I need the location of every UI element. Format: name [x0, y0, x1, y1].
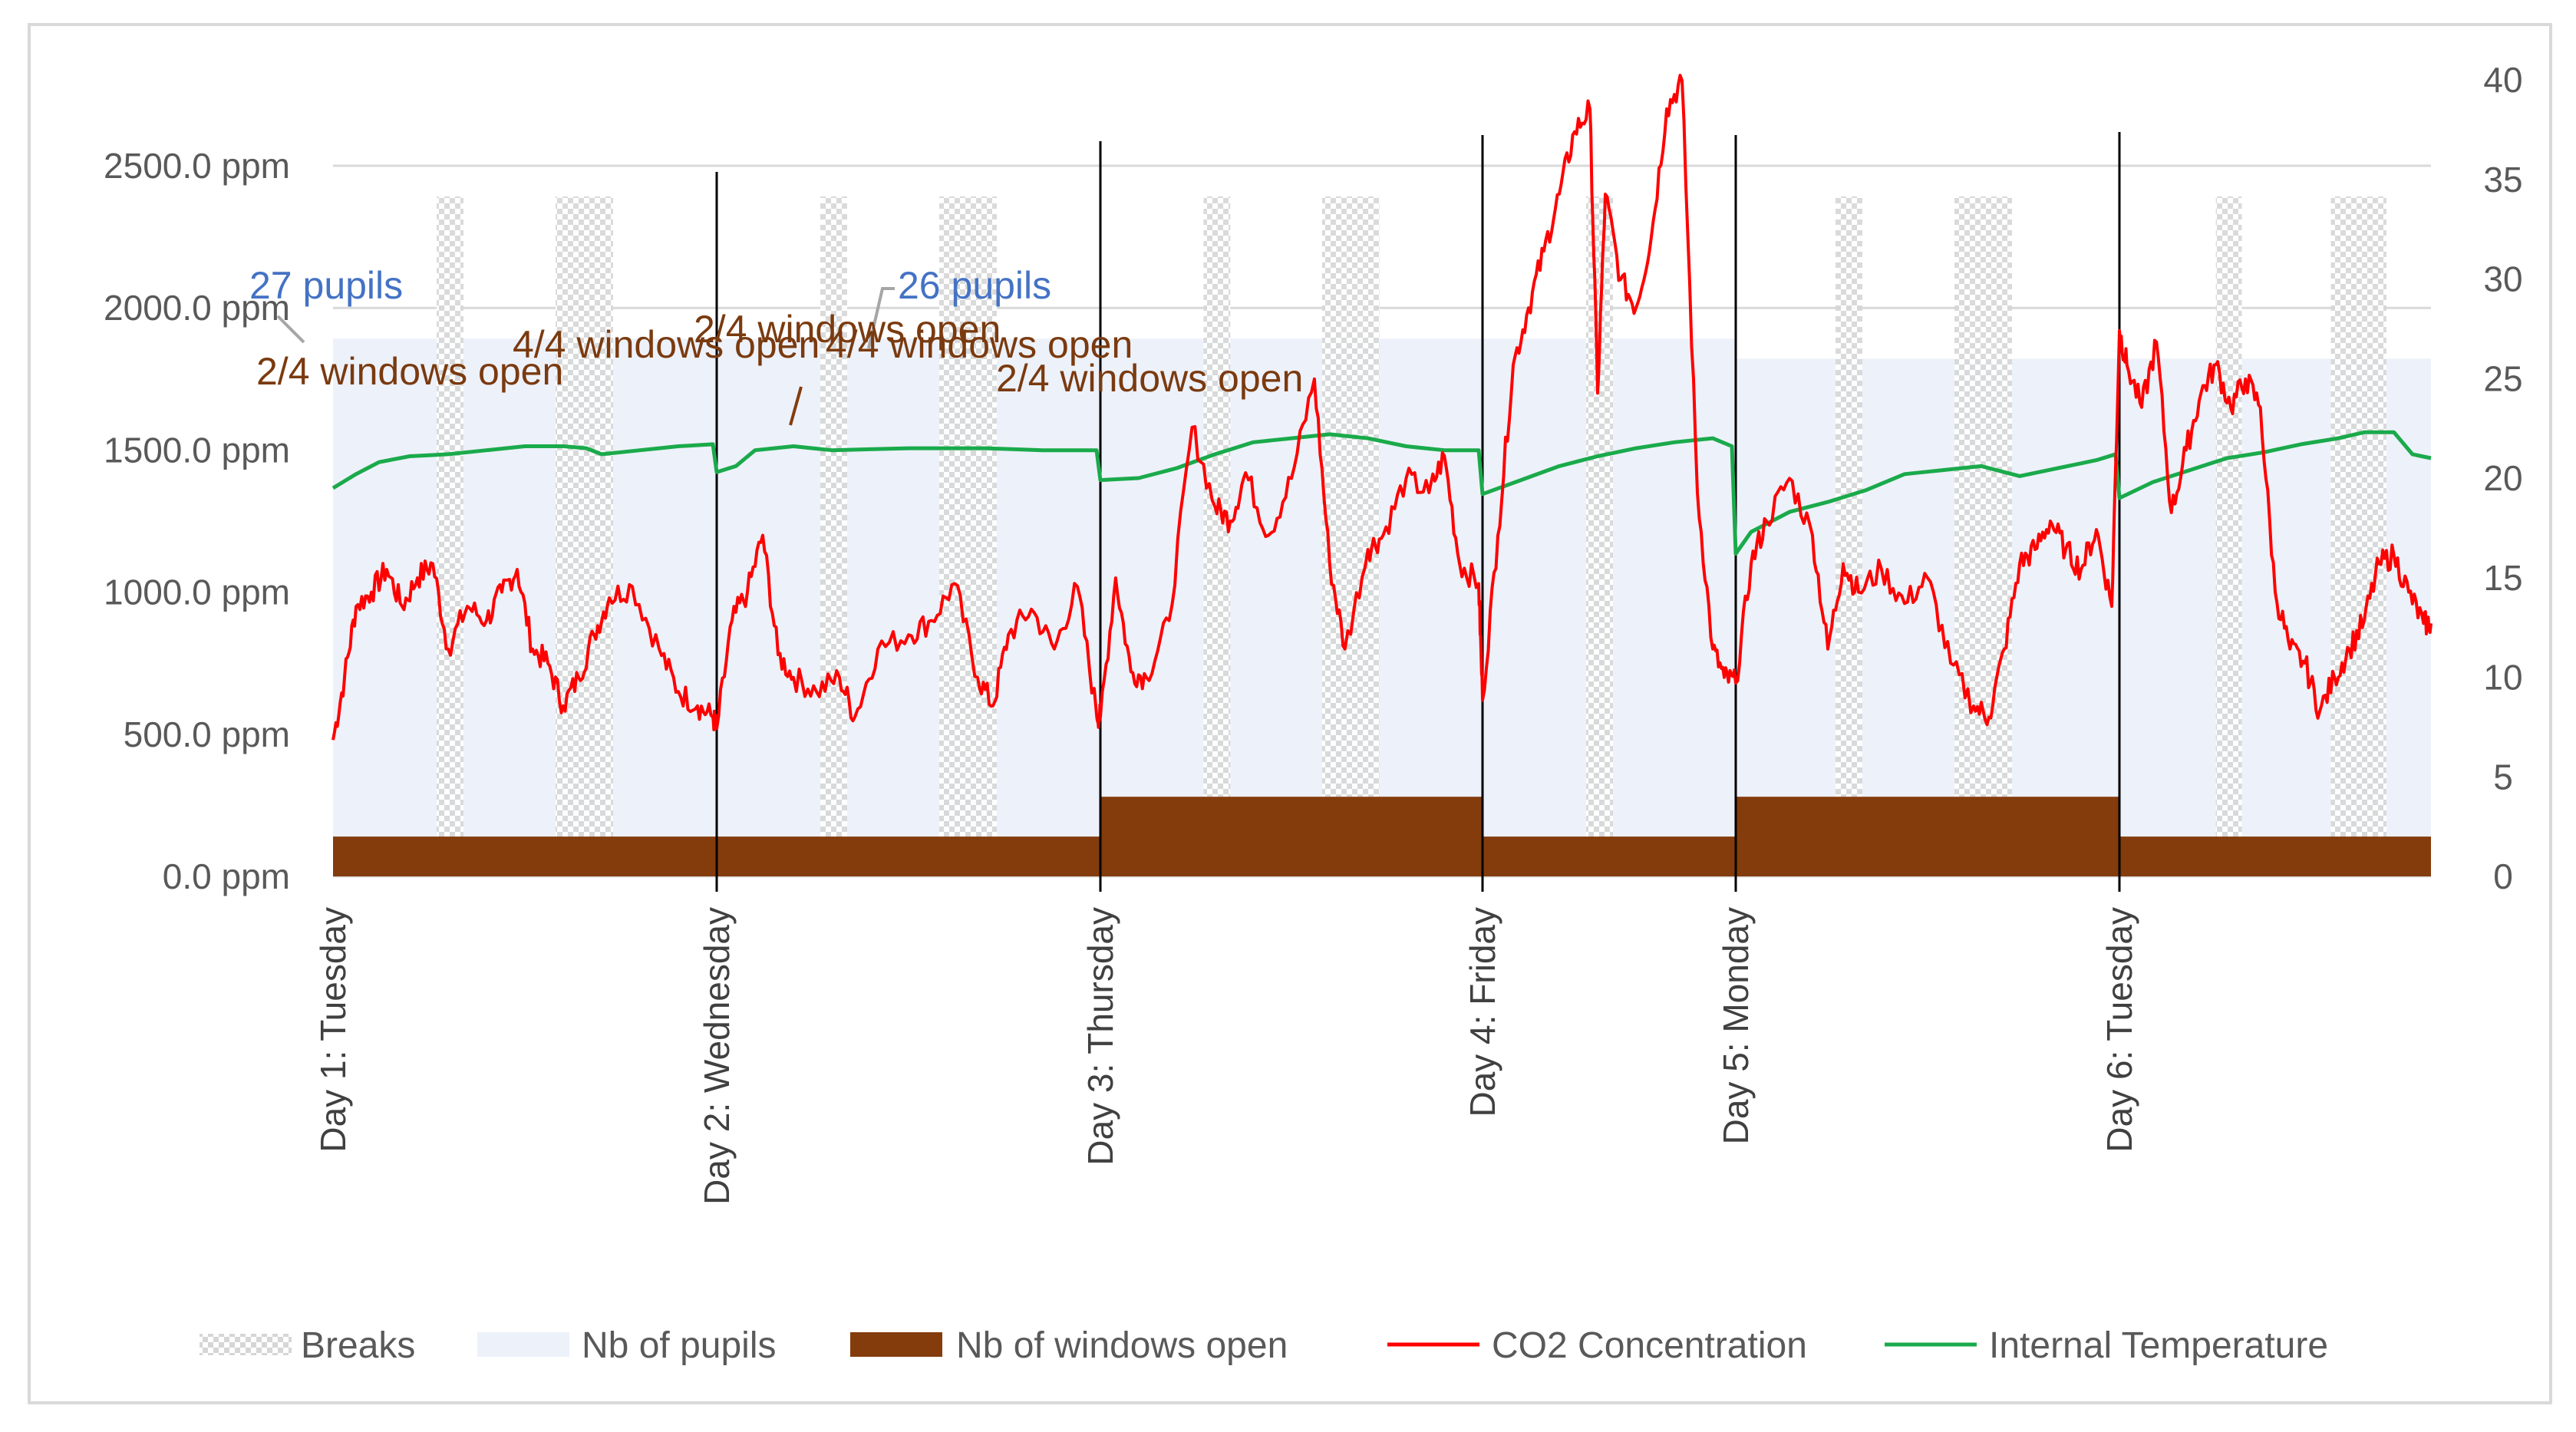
break-band [939, 196, 997, 876]
windows-open-bar [2119, 836, 2431, 876]
right-tick-label: 25 [2483, 358, 2522, 398]
left-tick-label: 0.0 ppm [163, 856, 290, 896]
pupils-26-label: 26 pupils [898, 264, 1051, 307]
annotations: 27 pupils 26 pupils 2/4 windows open 4/4… [249, 264, 1303, 426]
pupils-27-leader [276, 315, 305, 344]
break-band [1321, 196, 1380, 876]
windows-day4-label: 2/4 windows open [694, 308, 1001, 351]
day-label: Day 4: Friday [1463, 907, 1502, 1117]
chart-frame: 0.0 ppm 500.0 ppm 1000.0 ppm 1500.0 ppm 2000… [28, 23, 2552, 1404]
x-axis-day-labels: Day 1: Tuesday Day 2: Wednesday Day 3: Thu… [313, 907, 2139, 1205]
break-band [820, 196, 847, 876]
left-tick-label: 1500.0 ppm [104, 430, 290, 470]
pupils-27-label: 27 pupils [249, 264, 403, 307]
legend-label: CO2 Concentration [1492, 1325, 1807, 1366]
breaks-bands [437, 196, 2386, 876]
break-band [1954, 196, 2012, 876]
day-label: Day 2: Wednesday [697, 907, 737, 1205]
legend-swatch-breaks [200, 1334, 292, 1355]
right-tick-label: 35 [2483, 160, 2522, 200]
left-tick-label: 2000.0 ppm [104, 288, 290, 328]
co2-series [331, 74, 2433, 741]
break-band [2330, 196, 2386, 876]
right-tick-label: 10 [2483, 658, 2522, 698]
windows-day1-label: 2/4 windows open [256, 350, 563, 393]
windows-day5-label: 4/4 windows open [826, 323, 1133, 366]
left-tick-label: 2500.0 ppm [104, 146, 290, 186]
windows-open-bar [1736, 797, 2119, 876]
day-label: Day 6: Tuesday [2099, 907, 2139, 1153]
legend-swatch-windows [850, 1332, 942, 1357]
right-tick-label: 30 [2483, 259, 2522, 299]
right-axis: 0 5 10 15 20 25 30 35 40 [2483, 60, 2522, 896]
windows-day4-leader [789, 386, 803, 426]
temperature-line [331, 430, 2432, 556]
co2-line [331, 74, 2433, 741]
legend-label: Internal Temperature [1989, 1325, 2328, 1366]
temperature-series [331, 430, 2432, 556]
windows-open-bar [1100, 797, 1483, 876]
legend-label: Nb of windows open [956, 1325, 1288, 1366]
right-tick-label: 40 [2483, 60, 2522, 100]
windows-day6-label: 2/4 windows open [996, 357, 1303, 400]
pupils-area-segment [333, 338, 1736, 877]
left-axis: 0.0 ppm 500.0 ppm 1000.0 ppm 1500.0 ppm 2000… [104, 146, 290, 896]
legend: Breaks Nb of pupils Nb of windows open CO2 … [200, 1325, 2328, 1366]
day-label: Day 3: Thursday [1080, 907, 1120, 1166]
day-label: Day 5: Monday [1716, 907, 1756, 1144]
windows-open-bar [1483, 836, 1736, 876]
day-separator-lines [715, 132, 2121, 892]
break-band [556, 196, 613, 876]
break-band [1203, 196, 1231, 876]
break-band [437, 196, 463, 876]
right-tick-label: 15 [2483, 558, 2522, 598]
windows-day3-label: 4/4 windows open [513, 323, 820, 366]
left-tick-label: 1000.0 ppm [104, 572, 290, 612]
legend-label: Nb of pupils [582, 1325, 776, 1366]
legend-swatch-pupils [477, 1332, 569, 1357]
pupils-26-leader [867, 287, 895, 349]
break-band [1836, 196, 1862, 876]
left-tick-label: 500.0 ppm [124, 714, 290, 754]
break-band [2215, 196, 2242, 876]
right-tick-label: 5 [2493, 757, 2513, 797]
day-label: Day 1: Tuesday [313, 907, 353, 1153]
legend-label: Breaks [301, 1325, 415, 1366]
right-tick-label: 20 [2483, 458, 2522, 498]
right-tick-label: 0 [2493, 856, 2513, 896]
break-band [1586, 196, 1613, 876]
